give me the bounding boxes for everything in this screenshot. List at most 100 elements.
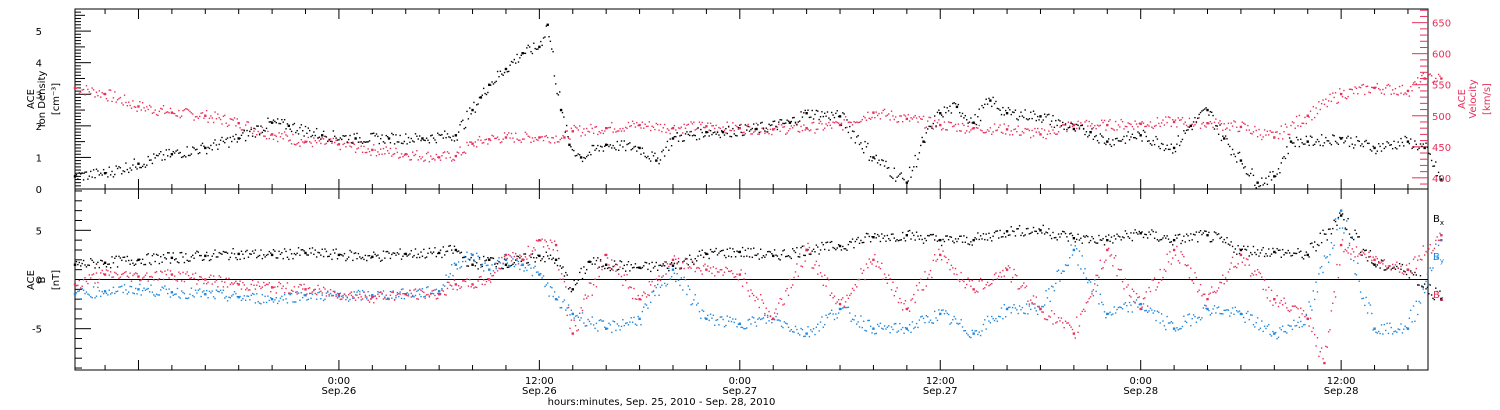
velocity-sample-dot [1176, 126, 1178, 128]
density-sample-dot [928, 125, 930, 128]
by-data-point [103, 290, 107, 293]
by-sample-dot [413, 296, 415, 298]
by-sample-dot [205, 289, 208, 292]
by-sample-dot [953, 315, 955, 318]
by-sample-dot [1344, 228, 1347, 231]
bz-sample-dot [981, 279, 983, 282]
velocity-sample-dot [453, 159, 456, 161]
velocity-sample-dot [1389, 85, 1391, 87]
bx-sample-dot [1419, 275, 1422, 277]
by-sample-dot [1156, 310, 1159, 312]
velocity-sample-dot [513, 141, 516, 143]
density-sample-dot [229, 136, 232, 139]
bz-sample-dot [1190, 267, 1192, 269]
density-sample-dot [519, 57, 521, 59]
by-sample-dot [904, 326, 907, 329]
bz-sample-dot [1089, 296, 1092, 298]
by-sample-dot [1013, 303, 1015, 306]
density-sample-dot [1167, 148, 1170, 151]
by-sample-dot [999, 316, 1001, 318]
bx-sample-dot [161, 261, 163, 263]
bz-sample-dot [624, 279, 627, 282]
bz-sample-dot [90, 277, 92, 279]
by-sample-dot [1291, 328, 1294, 331]
velocity-sample-dot [385, 146, 387, 148]
bx-sample-dot [835, 248, 837, 251]
by-sample-dot [501, 267, 503, 269]
density-sample-dot [797, 121, 799, 123]
bx-sample-dot [985, 233, 987, 235]
velocity-sample-dot [659, 123, 662, 126]
bz-sample-dot [384, 297, 386, 299]
velocity-sample-dot [758, 133, 760, 135]
velocity-sample-dot [631, 120, 634, 123]
bx-sample-dot [1270, 253, 1273, 255]
velocity-sample-dot [1103, 119, 1106, 122]
by-sample-dot [1247, 310, 1249, 313]
bz-sample-dot [94, 282, 96, 284]
velocity-sample-dot [212, 121, 215, 124]
density-data-point [270, 121, 274, 124]
velocity-sample-dot [663, 123, 666, 126]
by-sample-dot [403, 297, 406, 300]
bz-sample-dot [217, 286, 219, 288]
velocity-sample-dot [1359, 86, 1362, 89]
velocity-sample-dot [311, 145, 314, 148]
by-sample-dot [407, 293, 410, 295]
bz-sample-dot [1080, 313, 1082, 315]
density-sample-dot [128, 171, 130, 174]
velocity-sample-dot [740, 123, 742, 126]
by-sample-dot [965, 332, 968, 335]
bx-sample-dot [624, 270, 627, 272]
bz-sample-dot [1241, 261, 1244, 263]
bz-sample-dot [871, 263, 873, 265]
bz-sample-dot [602, 264, 605, 267]
velocity-sample-dot [1298, 114, 1301, 117]
bz-sample-dot [502, 262, 504, 265]
velocity-sample-dot [829, 124, 831, 126]
bz-sample-dot [740, 269, 742, 271]
velocity-sample-dot [580, 135, 582, 137]
by-sample-dot [869, 325, 872, 328]
density-sample-dot [190, 153, 193, 155]
density-sample-dot [1405, 136, 1408, 139]
velocity-sample-dot [551, 136, 553, 139]
bx-sample-dot [189, 260, 191, 262]
bx-sample-dot [1430, 294, 1433, 296]
by-sample-dot [1102, 303, 1104, 306]
bz-sample-dot [541, 238, 543, 240]
bz-sample-dot [1201, 295, 1203, 297]
by-sample-dot [286, 302, 289, 304]
density-sample-dot [187, 154, 190, 157]
bx-sample-dot [794, 251, 797, 254]
bz-sample-dot [1009, 267, 1011, 269]
bz-sample-dot [147, 280, 149, 282]
bz-sample-dot [945, 256, 947, 259]
by-sample-dot [737, 323, 740, 325]
velocity-sample-dot [1071, 125, 1074, 128]
by-sample-dot [1226, 309, 1228, 311]
by-sample-dot [1272, 330, 1274, 333]
bx-sample-dot [961, 241, 964, 243]
velocity-sample-dot [129, 104, 131, 107]
bz-sample-dot [215, 279, 218, 281]
velocity-sample-dot [173, 112, 176, 115]
by-sample-dot [1120, 306, 1122, 309]
bz-sample-dot [1027, 300, 1029, 302]
velocity-sample-dot [573, 124, 575, 127]
by-sample-dot [147, 287, 149, 290]
by-sample-dot [641, 310, 644, 313]
velocity-sample-dot [860, 120, 862, 123]
bx-sample-dot [1096, 242, 1099, 244]
velocity-sample-dot [132, 100, 134, 102]
velocity-sample-dot [239, 127, 241, 129]
bx-sample-dot [611, 268, 613, 270]
velocity-sample-dot [1014, 128, 1017, 130]
bx-sample-dot [94, 267, 96, 269]
velocity-sample-dot [1063, 124, 1065, 126]
bx-sample-dot [709, 248, 712, 251]
bx-sample-dot [1034, 230, 1036, 232]
bx-sample-dot [1192, 233, 1195, 236]
bx-sample-dot [1142, 236, 1145, 239]
bz-sample-dot [942, 250, 944, 252]
